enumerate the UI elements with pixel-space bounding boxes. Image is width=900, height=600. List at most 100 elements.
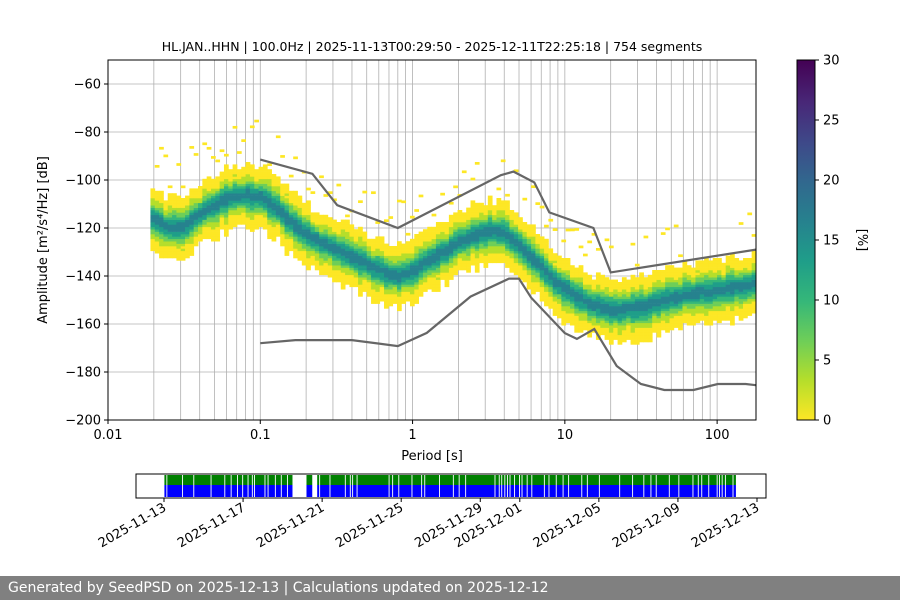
psd-density-cell bbox=[241, 186, 247, 189]
psd-density-cell bbox=[682, 294, 688, 297]
psd-density-cell bbox=[600, 279, 606, 283]
psd-density-cell bbox=[496, 250, 502, 254]
psd-density-cell bbox=[621, 330, 627, 333]
psd-density-cell bbox=[388, 267, 394, 271]
psd-density-cell bbox=[479, 222, 484, 225]
psd-density-cell bbox=[414, 294, 420, 297]
psd-density-cell bbox=[682, 296, 688, 300]
psd-density-cell bbox=[405, 250, 411, 254]
psd-density-cell bbox=[686, 289, 692, 292]
psd-density-cell bbox=[457, 231, 463, 235]
psd-density-cell bbox=[176, 195, 182, 199]
psd-density-cell bbox=[236, 202, 242, 206]
y-axis-label: Amplitude [m²/s⁴/Hz] [dB] bbox=[36, 156, 51, 324]
psd-density-cell bbox=[621, 313, 627, 316]
psd-density-cell bbox=[180, 250, 186, 254]
psd-density-cell bbox=[678, 318, 683, 321]
psd-density-cell bbox=[362, 238, 368, 242]
psd-density-cell bbox=[362, 234, 368, 237]
psd-density-cell bbox=[487, 202, 493, 206]
psd-density-cell bbox=[371, 270, 376, 273]
psd-density-cell bbox=[401, 255, 407, 259]
psd-density-cell bbox=[353, 229, 359, 232]
psd-density-cell bbox=[453, 262, 458, 266]
psd-density-cell bbox=[483, 243, 489, 247]
coverage-gap bbox=[668, 475, 670, 497]
psd-density-cell bbox=[643, 325, 649, 328]
psd-density-cell bbox=[293, 198, 298, 201]
psd-density-cell bbox=[206, 176, 212, 180]
psd-density-cell bbox=[518, 253, 523, 256]
psd-density-cell bbox=[297, 214, 303, 218]
psd-density-cell bbox=[634, 334, 640, 338]
psd-density-cell bbox=[228, 219, 234, 223]
psd-density-cell bbox=[306, 224, 311, 228]
psd-density-cell bbox=[379, 267, 385, 271]
psd-density-cell bbox=[349, 258, 355, 261]
psd-density-cell bbox=[535, 267, 541, 271]
psd-density-cell bbox=[691, 322, 696, 326]
coverage-gap bbox=[531, 475, 533, 497]
psd-density-cell bbox=[531, 255, 536, 259]
psd-density-cell bbox=[379, 236, 385, 240]
psd-density-cell bbox=[262, 217, 268, 220]
psd-density-cell bbox=[639, 294, 644, 297]
psd-density-cell bbox=[297, 226, 303, 230]
psd-density-cell bbox=[691, 306, 696, 309]
psd-density-cell bbox=[427, 253, 432, 256]
psd-density-cell bbox=[730, 301, 735, 304]
psd-density-cell bbox=[219, 171, 225, 175]
psd-density-cell bbox=[496, 258, 502, 261]
psd-density-cell bbox=[492, 212, 497, 216]
psd-density-cell bbox=[500, 202, 506, 206]
psd-density-cell bbox=[388, 272, 394, 276]
psd-density-cell bbox=[431, 274, 437, 278]
psd-density-cell bbox=[570, 310, 575, 314]
psd-density-cell bbox=[241, 214, 247, 218]
psd-density-cell bbox=[422, 236, 428, 240]
psd-density-cell bbox=[535, 265, 541, 268]
psd-density-cell bbox=[327, 222, 333, 225]
psd-density-cell bbox=[582, 253, 588, 257]
psd-density-cell bbox=[518, 246, 523, 249]
psd-density-cell bbox=[202, 195, 208, 199]
psd-density-cell bbox=[366, 246, 372, 249]
psd-density-cell bbox=[254, 212, 259, 216]
psd-density-cell bbox=[444, 222, 450, 225]
psd-density-cell bbox=[682, 279, 688, 283]
psd-density-cell bbox=[193, 224, 199, 228]
psd-density-cell bbox=[401, 272, 407, 276]
psd-density-cell bbox=[371, 260, 376, 264]
psd-density-cell bbox=[236, 212, 242, 216]
psd-density-cell bbox=[223, 207, 229, 211]
psd-density-cell bbox=[673, 298, 679, 302]
coverage-gap bbox=[692, 475, 694, 497]
psd-density-cell bbox=[747, 289, 753, 292]
coverage-gap bbox=[619, 475, 621, 497]
psd-density-cell bbox=[712, 306, 718, 309]
psd-density-cell bbox=[444, 279, 450, 283]
psd-density-cell bbox=[275, 210, 281, 213]
psd-density-cell bbox=[751, 267, 756, 271]
psd-density-cell bbox=[392, 286, 398, 290]
psd-density-cell bbox=[440, 250, 445, 254]
psd-density-cell bbox=[725, 315, 731, 319]
psd-density-cell bbox=[284, 195, 290, 199]
psd-density-cell bbox=[293, 190, 298, 194]
psd-density-cell bbox=[712, 258, 718, 261]
psd-density-cell bbox=[245, 219, 251, 223]
psd-density-cell bbox=[686, 296, 692, 300]
psd-density-cell bbox=[531, 229, 536, 232]
psd-density-cell bbox=[747, 298, 753, 302]
psd-density-cell bbox=[470, 231, 476, 235]
psd-density-cell bbox=[483, 219, 489, 223]
psd-density-cell bbox=[293, 210, 298, 213]
psd-density-cell bbox=[660, 286, 666, 290]
psd-density-cell bbox=[180, 236, 186, 240]
psd-density-cell bbox=[301, 212, 307, 216]
psd-density-cell bbox=[591, 291, 597, 295]
psd-density-cell bbox=[613, 279, 618, 283]
psd-density-cell bbox=[600, 332, 606, 336]
psd-density-cell bbox=[401, 282, 407, 285]
psd-density-cell bbox=[630, 301, 636, 304]
